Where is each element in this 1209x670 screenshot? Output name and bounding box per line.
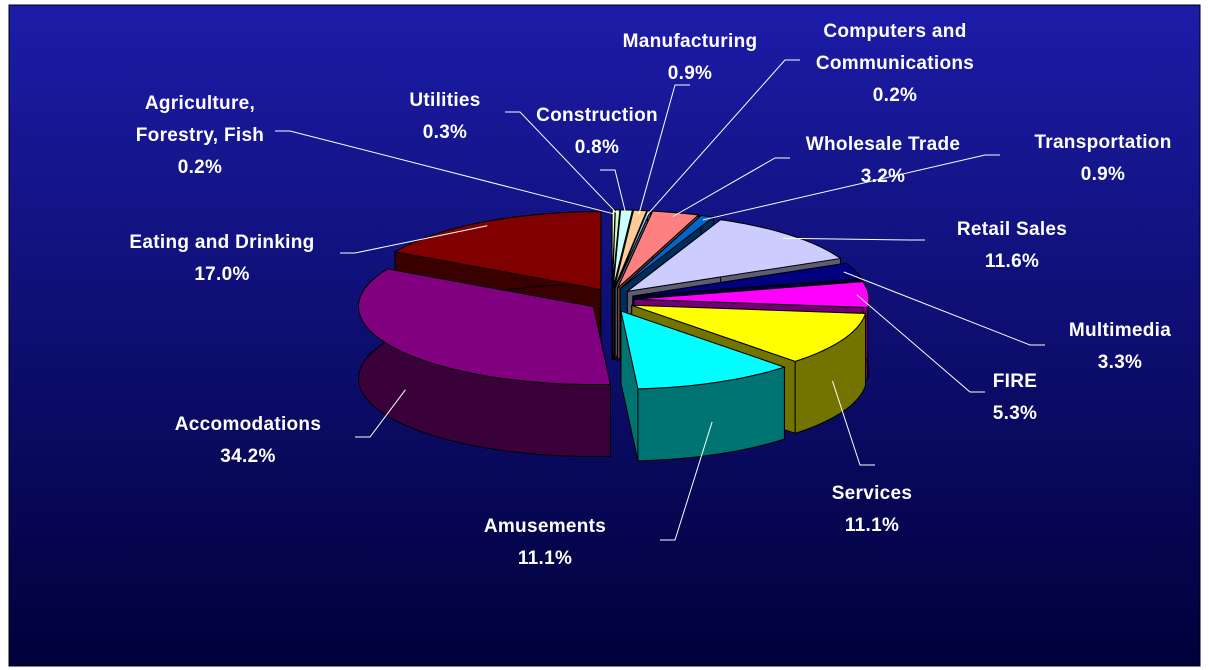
leader-line <box>843 271 1045 346</box>
value-label: 0.2% <box>177 157 223 178</box>
category-label: Computers and Communications <box>815 21 975 74</box>
category-label: Agriculture, Forestry, Fish <box>135 93 265 146</box>
slice-label: Agriculture, Forestry, Fish 0.2% <box>136 88 264 184</box>
category-label: Utilities <box>409 90 481 111</box>
leader-line <box>505 111 618 215</box>
slice-label: Multimedia 3.3% <box>1069 315 1171 379</box>
slice-label: Retail Sales 11.6% <box>957 214 1067 278</box>
slice-top <box>611 209 621 288</box>
leader-line <box>856 294 985 393</box>
category-label: FIRE <box>992 371 1038 392</box>
leader-line <box>355 389 406 438</box>
value-label: 0.3% <box>422 122 468 143</box>
value-label: 11.6% <box>984 251 1040 272</box>
slice-label: Amusements 11.1% <box>484 511 606 575</box>
slice-label: Construction 0.8% <box>536 100 658 164</box>
slice-top <box>631 304 867 362</box>
leaders <box>275 59 1045 541</box>
slice-label: Services 11.1% <box>832 478 913 542</box>
value-label: 11.1% <box>517 548 573 569</box>
slice-top <box>612 209 634 289</box>
category-label: Retail Sales <box>956 219 1068 240</box>
value-label: 17.0% <box>194 264 250 285</box>
value-label: 34.2% <box>220 446 276 467</box>
category-label: Accomodations <box>174 414 322 435</box>
slice <box>357 267 612 458</box>
category-label: Wholesale Trade <box>805 134 961 155</box>
slice-label: FIRE 5.3% <box>993 366 1038 430</box>
value-label: 0.8% <box>574 137 620 158</box>
leader-line <box>783 237 925 241</box>
slice-label: Eating and Drinking 17.0% <box>129 227 314 291</box>
leader-line <box>646 59 800 216</box>
pie <box>357 209 870 462</box>
slice-label: Utilities 0.3% <box>409 85 480 149</box>
value-label: 5.3% <box>992 403 1038 424</box>
category-label: Construction <box>536 105 658 126</box>
slice-top <box>617 210 700 289</box>
slice-label: Manufacturing 0.9% <box>623 26 758 90</box>
value-label: 0.9% <box>667 63 713 84</box>
slice-top <box>632 262 863 297</box>
leader-line <box>638 84 690 215</box>
category-label: Manufacturing <box>622 31 758 52</box>
leader-line <box>831 380 875 466</box>
slice-top <box>620 310 786 390</box>
value-label: 3.2% <box>860 166 906 187</box>
slice-top <box>614 210 652 289</box>
leader-line <box>600 169 627 215</box>
leader-line <box>702 154 1000 221</box>
leader-line <box>672 157 790 217</box>
slice-label: Transportation 0.9% <box>1034 127 1171 191</box>
slice-label: Wholesale Trade 3.2% <box>806 129 960 193</box>
leader-line <box>275 130 614 215</box>
slice-top <box>627 219 842 292</box>
value-label: 11.1% <box>844 515 900 536</box>
category-label: Amusements <box>483 516 607 537</box>
category-label: Transportation <box>1034 132 1172 153</box>
slice-label: Computers and Communications 0.2% <box>816 16 974 112</box>
slice-top <box>393 211 602 291</box>
category-label: Eating and Drinking <box>129 232 315 253</box>
value-label: 3.3% <box>1097 352 1143 373</box>
slice-top <box>619 215 715 290</box>
slice <box>620 310 786 462</box>
slice-top <box>357 268 612 386</box>
plot-background <box>8 4 1201 667</box>
slice-label: Accomodations 34.2% <box>175 409 321 473</box>
category-label: Multimedia <box>1068 320 1172 341</box>
leader-line <box>340 225 488 254</box>
value-label: 0.9% <box>1080 164 1126 185</box>
value-label: 0.2% <box>872 85 918 106</box>
leader-line <box>660 421 713 541</box>
category-label: Services <box>831 483 913 504</box>
